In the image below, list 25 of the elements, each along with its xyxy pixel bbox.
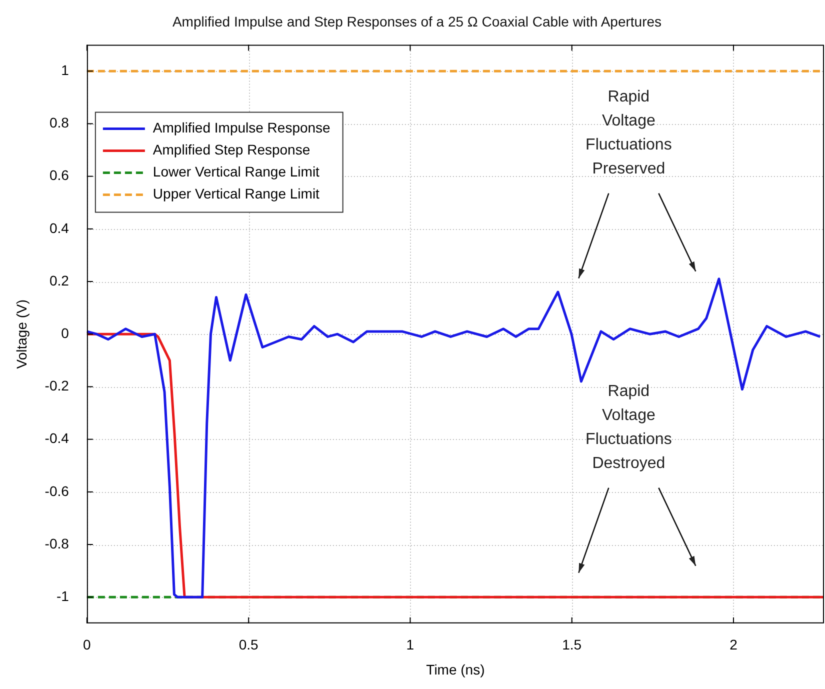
x-tick-label: 1.5 bbox=[562, 636, 582, 653]
y-tick-label: -0.2 bbox=[44, 378, 70, 394]
y-tick-label: 0 bbox=[61, 324, 70, 341]
y-tick-label: 0.8 bbox=[49, 114, 70, 131]
x-tick-label: 0 bbox=[83, 636, 92, 653]
legend-label: Upper Vertical Range Limit bbox=[152, 186, 320, 202]
y-tick-label: 1 bbox=[61, 62, 70, 78]
x-axis-title: Time (ns) bbox=[426, 661, 485, 678]
y-tick-label: 0.6 bbox=[49, 167, 70, 184]
chart-title: Amplified Impulse and Step Responses of a 25 Ω Coaxial Cable with Apertures bbox=[172, 13, 662, 30]
annotation: Rapid Voltage Fluctuations Destroyed bbox=[586, 383, 672, 472]
x-tick-label: 1 bbox=[406, 636, 414, 653]
y-tick-label: -0.6 bbox=[44, 482, 70, 499]
legend-label: Amplified Step Response bbox=[152, 142, 310, 158]
y-tick-label: 0.2 bbox=[49, 272, 70, 288]
y-tick-label: -0.4 bbox=[44, 430, 70, 446]
y-tick-label: 0.4 bbox=[49, 220, 70, 236]
x-tick-label: 2 bbox=[730, 636, 738, 653]
y-tick-label: -1 bbox=[56, 588, 70, 604]
legend-label: Lower Vertical Range Limit bbox=[152, 164, 320, 180]
x-tick-label: 0.5 bbox=[238, 636, 259, 653]
y-axis-title: Voltage (V) bbox=[13, 299, 30, 369]
y-tick-label: -0.8 bbox=[44, 535, 70, 552]
legend-label: Amplified Impulse Response bbox=[152, 120, 331, 136]
annotation: Rapid Voltage Fluctuations Preserved bbox=[586, 88, 672, 178]
